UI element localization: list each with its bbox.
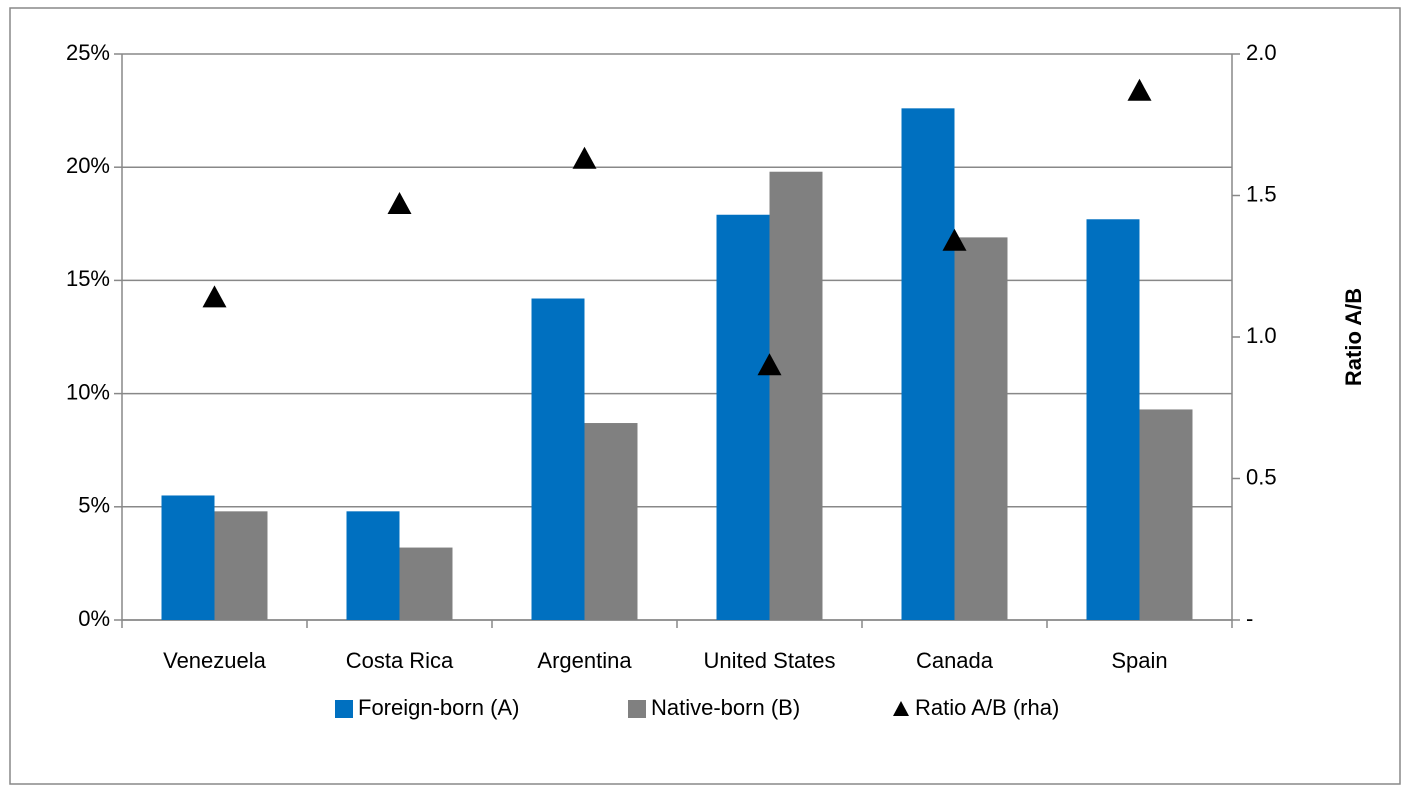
bar <box>531 298 585 620</box>
y2-tick-label: 2.0 <box>1246 40 1277 65</box>
y-tick-label: 15% <box>66 266 110 291</box>
y2-tick-label: 1.0 <box>1246 323 1277 348</box>
x-tick-label: Canada <box>916 648 994 673</box>
marker <box>387 191 412 214</box>
chart-border <box>9 7 1401 785</box>
y2-tick-label: - <box>1246 606 1253 631</box>
x-tick-label: Costa Rica <box>346 648 454 673</box>
y-tick-label: 10% <box>66 379 110 404</box>
marker <box>572 146 597 169</box>
bar <box>954 237 1008 620</box>
legend-swatch <box>335 700 353 718</box>
marker <box>757 353 782 376</box>
bar <box>1139 409 1193 620</box>
legend-swatch <box>893 701 909 716</box>
bar <box>1086 219 1140 620</box>
y2-axis-label: Ratio A/B <box>1341 288 1366 386</box>
y-tick-label: 25% <box>66 40 110 65</box>
legend-swatch <box>628 700 646 718</box>
x-tick-label: United States <box>703 648 835 673</box>
marker <box>942 228 967 251</box>
bar <box>346 511 400 620</box>
x-tick-label: Spain <box>1111 648 1167 673</box>
bar <box>399 547 453 620</box>
legend-label: Ratio A/B (rha) <box>915 695 1059 720</box>
marker <box>202 285 227 308</box>
y-tick-label: 0% <box>78 606 110 631</box>
x-tick-label: Venezuela <box>163 648 267 673</box>
legend-label: Native-born (B) <box>651 695 800 720</box>
bar <box>584 423 638 620</box>
y-tick-label: 5% <box>78 493 110 518</box>
y2-tick-label: 1.5 <box>1246 181 1277 206</box>
y-tick-label: 20% <box>66 153 110 178</box>
bar <box>901 108 955 620</box>
bar <box>716 214 770 620</box>
y2-tick-label: 0.5 <box>1246 464 1277 489</box>
bar <box>161 495 215 620</box>
bar <box>214 511 268 620</box>
x-tick-label: Argentina <box>537 648 632 673</box>
marker <box>1127 78 1152 101</box>
bar <box>769 171 823 620</box>
legend-label: Foreign-born (A) <box>358 695 519 720</box>
